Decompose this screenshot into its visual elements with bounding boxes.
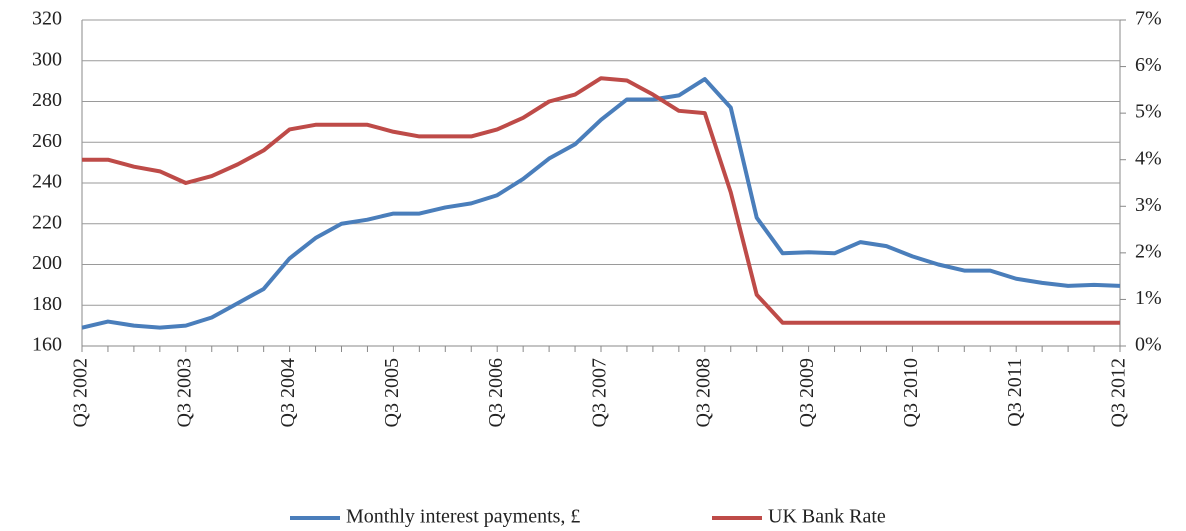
x-tick-label: Q3 2003: [173, 358, 195, 427]
y-tick-label: 160: [32, 334, 62, 356]
y2-tick-label: 2%: [1135, 240, 1162, 262]
x-tick-label: Q3 2002: [70, 358, 92, 427]
y2-tick-label: 3%: [1135, 194, 1162, 216]
y-tick-label: 260: [32, 130, 62, 152]
x-tick-label: Q3 2010: [900, 358, 922, 427]
legend-label: Monthly interest payments, £: [346, 506, 580, 528]
y-tick-label: 300: [32, 48, 62, 70]
y-tick-label: 320: [32, 8, 62, 30]
y2-tick-label: 7%: [1135, 8, 1162, 30]
x-tick-label: Q3 2007: [589, 358, 611, 427]
legend-label: UK Bank Rate: [768, 506, 886, 528]
x-tick-label: Q3 2005: [381, 358, 403, 427]
y-tick-label: 220: [32, 211, 62, 233]
series-line: [82, 76, 1120, 325]
x-tick-label: Q3 2011: [1004, 358, 1026, 427]
x-tick-label: Q3 2012: [1108, 358, 1130, 427]
y-tick-label: 180: [32, 293, 62, 315]
x-tick-label: Q3 2004: [277, 358, 299, 427]
y-tick-label: 200: [32, 252, 62, 274]
y-tick-label: 280: [32, 89, 62, 111]
y2-tick-label: 1%: [1135, 287, 1162, 309]
x-tick-label: Q3 2008: [692, 358, 714, 427]
y2-tick-label: 0%: [1135, 334, 1162, 356]
y2-tick-label: 6%: [1135, 54, 1162, 76]
y2-tick-label: 4%: [1135, 147, 1162, 169]
y-tick-label: 240: [32, 171, 62, 193]
x-tick-label: Q3 2009: [796, 358, 818, 427]
x-tick-label: Q3 2006: [485, 358, 507, 427]
y2-tick-label: 5%: [1135, 101, 1162, 123]
series-line: [81, 77, 1121, 330]
